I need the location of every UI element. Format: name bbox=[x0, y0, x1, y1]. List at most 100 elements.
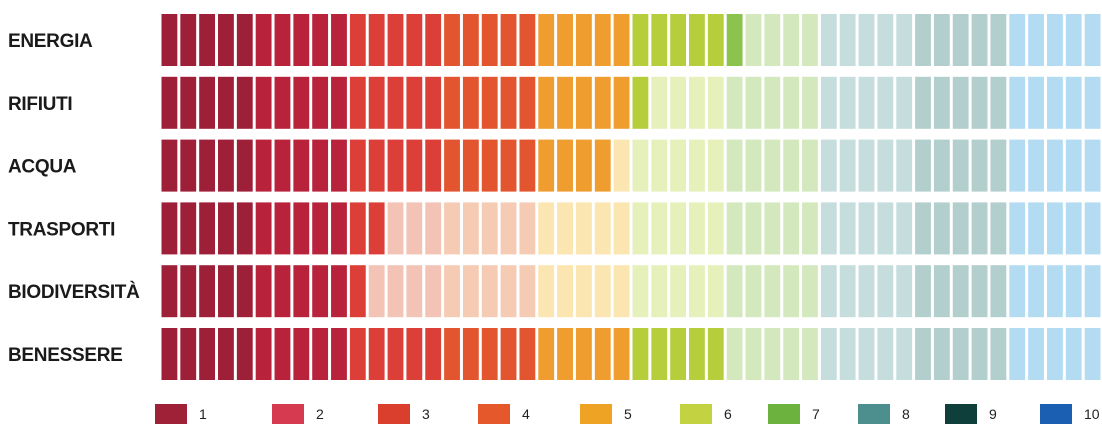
legend-item-8: 8 bbox=[858, 404, 910, 424]
cell-filled bbox=[707, 14, 724, 66]
legend-swatch bbox=[580, 404, 612, 424]
cell-filled bbox=[726, 14, 743, 66]
cell-filled bbox=[274, 265, 291, 318]
cell-empty bbox=[689, 139, 705, 192]
cell-filled bbox=[425, 14, 442, 66]
cell-filled bbox=[255, 14, 272, 66]
cell-filled bbox=[293, 202, 310, 255]
cell-empty bbox=[802, 14, 818, 66]
cell-empty bbox=[858, 14, 875, 66]
cell-filled bbox=[519, 14, 536, 66]
cell-empty bbox=[1084, 265, 1101, 318]
cell-filled bbox=[594, 14, 611, 66]
cell-empty bbox=[877, 14, 894, 66]
cell-empty bbox=[820, 14, 837, 66]
cell-empty bbox=[764, 14, 781, 66]
cell-empty bbox=[745, 14, 762, 66]
cell-empty bbox=[802, 202, 818, 255]
cell-empty bbox=[387, 265, 404, 318]
cell-empty bbox=[689, 202, 705, 255]
legend-item-5: 5 bbox=[580, 404, 632, 424]
legend-label: 2 bbox=[316, 406, 324, 422]
cell-filled bbox=[538, 328, 555, 380]
legend-swatch bbox=[680, 404, 712, 424]
cell-empty bbox=[915, 202, 931, 255]
cell-filled bbox=[199, 76, 216, 129]
cell-empty bbox=[651, 76, 668, 129]
cell-filled bbox=[274, 14, 291, 66]
cell-empty bbox=[877, 139, 894, 192]
legend-swatch bbox=[155, 404, 187, 424]
cell-empty bbox=[990, 76, 1007, 129]
cell-empty bbox=[1065, 14, 1082, 66]
chart-rows: ENERGIA RIFIUTI ACQUA TRASPORTI BIODIVERSITÀ… bbox=[8, 14, 1102, 380]
cell-empty bbox=[952, 265, 969, 318]
cell-filled bbox=[161, 202, 178, 255]
cell-filled bbox=[255, 328, 272, 380]
cell-empty bbox=[764, 139, 781, 192]
cell-empty bbox=[820, 328, 837, 380]
cell-empty bbox=[915, 76, 931, 129]
cell-filled bbox=[349, 76, 366, 129]
cell-filled bbox=[236, 265, 253, 318]
cell-empty bbox=[632, 202, 649, 255]
cell-filled bbox=[349, 202, 366, 255]
row-energia: ENERGIA bbox=[8, 14, 1102, 66]
cell-filled bbox=[161, 139, 178, 192]
cell-filled bbox=[462, 76, 479, 129]
cell-empty bbox=[670, 202, 687, 255]
cell-empty bbox=[896, 14, 913, 66]
cell-filled bbox=[575, 328, 592, 380]
cell-filled bbox=[236, 328, 253, 380]
cell-empty bbox=[670, 139, 687, 192]
cell-filled bbox=[312, 14, 329, 66]
cell-empty bbox=[1046, 14, 1063, 66]
cell-empty bbox=[726, 139, 743, 192]
cell-empty bbox=[802, 265, 818, 318]
cell-empty bbox=[877, 202, 894, 255]
cell-empty bbox=[952, 76, 969, 129]
cell-filled bbox=[481, 139, 498, 192]
cell-filled bbox=[180, 14, 197, 66]
cell-filled bbox=[500, 139, 517, 192]
cell-filled bbox=[500, 76, 517, 129]
cell-filled bbox=[293, 76, 310, 129]
cell-empty bbox=[764, 265, 781, 318]
cell-empty bbox=[990, 139, 1007, 192]
cell-filled bbox=[462, 328, 479, 380]
cell-filled bbox=[331, 265, 347, 318]
cell-filled bbox=[218, 202, 234, 255]
cell-empty bbox=[971, 14, 988, 66]
legend-swatch bbox=[478, 404, 510, 424]
cell-empty bbox=[1009, 265, 1026, 318]
cell-empty bbox=[1046, 328, 1063, 380]
cell-filled bbox=[481, 14, 498, 66]
cell-filled bbox=[293, 265, 310, 318]
cell-filled bbox=[575, 139, 592, 192]
cell-empty bbox=[575, 265, 592, 318]
cell-empty bbox=[896, 265, 913, 318]
cell-filled bbox=[331, 139, 347, 192]
cell-empty bbox=[444, 265, 460, 318]
cell-filled bbox=[312, 328, 329, 380]
cell-empty bbox=[1028, 265, 1044, 318]
legend-item-1: 1 bbox=[155, 404, 207, 424]
cell-filled bbox=[199, 202, 216, 255]
cell-empty bbox=[820, 265, 837, 318]
cell-empty bbox=[707, 202, 724, 255]
cell-filled bbox=[538, 14, 555, 66]
cell-filled bbox=[293, 139, 310, 192]
cell-filled bbox=[255, 265, 272, 318]
legend-label: 6 bbox=[724, 406, 732, 422]
cell-filled bbox=[349, 139, 366, 192]
cell-filled bbox=[387, 14, 404, 66]
cell-empty bbox=[575, 202, 592, 255]
cell-empty bbox=[745, 265, 762, 318]
cell-empty bbox=[896, 139, 913, 192]
legend-item-6: 6 bbox=[680, 404, 732, 424]
cell-filled bbox=[613, 328, 630, 380]
cell-empty bbox=[933, 139, 950, 192]
cell-filled bbox=[500, 328, 517, 380]
cell-filled bbox=[689, 328, 705, 380]
